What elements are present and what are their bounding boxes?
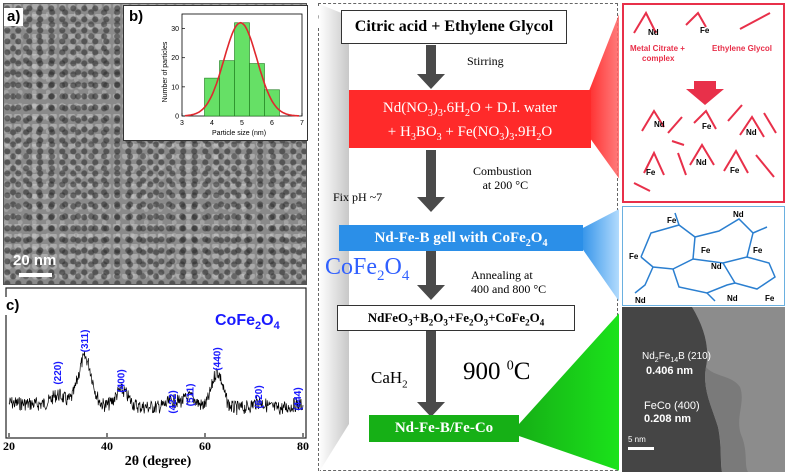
svg-text:Nd: Nd bbox=[711, 262, 722, 271]
xrd-x-tick-label: 60 bbox=[199, 439, 211, 453]
xrd-pattern-line bbox=[8, 351, 304, 416]
gel-box: Nd-Fe-B gell with CoFe2O4 bbox=[339, 225, 583, 251]
annealing-label: Annealing at 400 and 800 °C bbox=[471, 268, 547, 296]
histogram-y-tick-label: 10 bbox=[171, 84, 179, 91]
green-funnel bbox=[519, 313, 619, 471]
svg-text:Fe: Fe bbox=[700, 26, 710, 35]
histogram-x-tick-label: 3 bbox=[180, 120, 184, 127]
blue-funnel bbox=[579, 209, 619, 302]
hrtem-image: Nd2Fe14B (210) 0.406 nm FeCo (400) 0.208… bbox=[622, 307, 785, 472]
xrd-peak-label: (400) bbox=[117, 369, 128, 392]
start-materials-box: Citric acid + Ethylene Glycol bbox=[341, 10, 567, 44]
oxides-box: NdFeO3+B2O3+Fe2O3+CoFe2O4 bbox=[337, 305, 575, 331]
precursor-box: Nd(NO3)3.6H2O + D.I. water + H3BO3 + Fe(… bbox=[349, 90, 591, 148]
xrd-peak-label: (220) bbox=[53, 361, 64, 384]
histogram-y-label: Number of particles bbox=[162, 41, 169, 102]
histogram-y-tick-label: 20 bbox=[171, 55, 179, 62]
xrd-x-tick-label: 80 bbox=[297, 439, 309, 453]
precursor-line-1: Nd(NO3)3.6H2O + D.I. water bbox=[382, 100, 558, 119]
histogram-y-tick-label: 30 bbox=[171, 26, 179, 33]
xrd-x-label: 2θ (degree) bbox=[125, 454, 192, 469]
svg-text:Fe: Fe bbox=[730, 166, 740, 175]
xrd-material-label: CoFe2O4 bbox=[215, 312, 281, 332]
gel-network-panel: Fe Fe Nd Fe Nd Fe Fe Nd Nd bbox=[622, 206, 785, 306]
xrd-peak-label: (311) bbox=[80, 330, 91, 353]
svg-text:Nd: Nd bbox=[727, 294, 738, 303]
svg-text:Fe: Fe bbox=[753, 246, 763, 255]
gaussian-fit-line bbox=[184, 21, 299, 117]
histogram-y-tick-label: 0 bbox=[175, 114, 179, 121]
scheme-arrows bbox=[319, 4, 619, 472]
complex-diagram: Nd Fe Nd Fe Nd Fe Nd Fe Metal Citrate + … bbox=[630, 10, 777, 192]
down-arrows bbox=[417, 45, 445, 417]
panel-label-c: c) bbox=[3, 297, 23, 315]
svg-text:Fe: Fe bbox=[667, 216, 677, 225]
hrtem-scale-bar bbox=[628, 447, 654, 450]
gel-network-diagram: Fe Fe Nd Fe Nd Fe Fe Nd Nd bbox=[629, 210, 776, 305]
histogram-inset: b) 0 10 20 30 3 4 5 6 7 Number of particles Part… bbox=[123, 5, 308, 141]
stirring-label: Stirring bbox=[467, 54, 504, 68]
histogram-bar bbox=[234, 22, 250, 117]
svg-text:Fe: Fe bbox=[646, 168, 656, 177]
temperature-label: 900 0C bbox=[463, 358, 531, 385]
svg-text:Fe: Fe bbox=[629, 252, 639, 261]
metal-citrate-complex-panel: Nd Fe Nd Fe Nd Fe Nd Fe Metal Citrate + … bbox=[622, 3, 785, 203]
red-down-arrow bbox=[686, 81, 724, 105]
svg-text:Nd: Nd bbox=[648, 28, 659, 37]
phase-label-2: FeCo (400) bbox=[644, 400, 700, 412]
fix-ph-label: Fix pH ~7 bbox=[333, 190, 383, 204]
histogram-bar bbox=[264, 89, 280, 117]
svg-text:Fe: Fe bbox=[702, 122, 712, 131]
svg-text:Nd: Nd bbox=[733, 210, 744, 219]
xrd-peak-label: (444) bbox=[293, 387, 304, 410]
reductant-label: CaH2 bbox=[371, 368, 408, 391]
panel-label-b: b) bbox=[126, 8, 147, 26]
histogram-x-tick-label: 5 bbox=[240, 120, 244, 127]
phase-label-1: Nd2Fe14B (210) bbox=[642, 351, 711, 364]
histogram-x-tick-label: 4 bbox=[210, 120, 214, 127]
precursor-line-2: + H3BO3 + Fe(NO3)3.9H2O bbox=[387, 124, 553, 143]
hrtem-scale-label: 5 nm bbox=[628, 435, 646, 444]
tem-scale-bar bbox=[19, 273, 52, 277]
xrd-peak-label: (511) bbox=[185, 384, 196, 407]
svg-text:Nd: Nd bbox=[696, 158, 707, 167]
histogram-chart: 0 10 20 30 3 4 5 6 7 Number of particles Particl… bbox=[162, 13, 304, 137]
red-funnel bbox=[587, 14, 619, 179]
xrd-peak-label: (440) bbox=[212, 347, 223, 370]
d-spacing-1: 0.406 nm bbox=[646, 365, 694, 377]
product-box: Nd-Fe-B/Fe-Co bbox=[369, 415, 519, 442]
ethylene-glycol-label: Ethylene Glycol bbox=[712, 44, 772, 53]
xrd-x-tick-label: 40 bbox=[101, 439, 113, 453]
synthesis-scheme: d) Citric acid + Ethylene Glycol Stirrin… bbox=[315, 3, 619, 472]
xrd-peak-label: (422) bbox=[168, 390, 179, 413]
tem-scale-label: 20 nm bbox=[13, 252, 57, 269]
panel-label-a: a) bbox=[4, 8, 24, 26]
hrtem-texture bbox=[622, 307, 785, 472]
xrd-panel: (220) (311) (400) (422) (511) (440) (620) (444)… bbox=[3, 287, 310, 472]
xrd-peak-label: (620) bbox=[254, 385, 265, 408]
grey-funnel bbox=[319, 4, 349, 472]
combustion-label: Combustion at 200 °C bbox=[473, 164, 532, 192]
xrd-chart: (220) (311) (400) (422) (511) (440) (620) (444)… bbox=[3, 287, 309, 469]
complex-label: complex bbox=[642, 54, 675, 63]
d-spacing-2: 0.208 nm bbox=[644, 413, 692, 425]
svg-text:Nd: Nd bbox=[746, 128, 757, 137]
metal-citrate-label: Metal Citrate + bbox=[630, 44, 685, 53]
svg-text:Nd: Nd bbox=[635, 296, 646, 305]
histogram-bar bbox=[249, 63, 265, 117]
svg-text:Fe: Fe bbox=[765, 294, 775, 303]
histogram-x-tick-label: 6 bbox=[270, 120, 274, 127]
xrd-x-tick-label: 20 bbox=[3, 439, 15, 453]
cofe2o4-label: CoFe2O4 bbox=[325, 254, 410, 284]
svg-text:Fe: Fe bbox=[701, 246, 711, 255]
svg-text:Nd: Nd bbox=[654, 120, 665, 129]
histogram-x-label: Particle size (nm) bbox=[212, 130, 266, 137]
histogram-x-tick-label: 7 bbox=[300, 120, 304, 127]
